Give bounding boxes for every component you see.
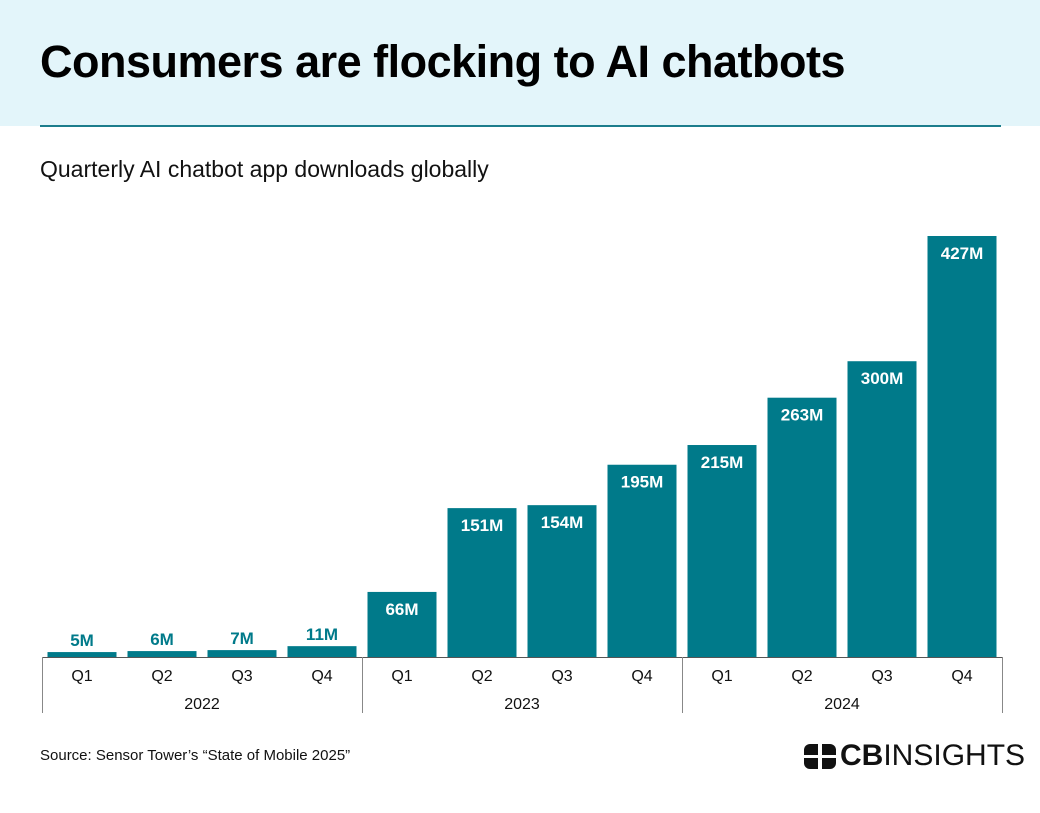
bar-data-label: 11M — [306, 625, 338, 644]
bar-data-label: 151M — [461, 516, 504, 535]
x-tick-label: Q2 — [791, 668, 812, 685]
chart-subtitle: Quarterly AI chatbot app downloads globa… — [40, 156, 489, 182]
bar-7 — [527, 505, 597, 657]
logo-text-bold: CB — [840, 739, 884, 772]
x-tick-label: Q4 — [631, 668, 652, 685]
x-tick-label: Q3 — [231, 668, 252, 685]
bar-11 — [847, 361, 917, 657]
header-band — [0, 0, 1040, 126]
bar-1 — [47, 652, 117, 657]
cbinsights-logo-icon — [804, 743, 836, 769]
logo-text-light: INSIGHTS — [883, 739, 1026, 772]
bar-5 — [367, 591, 437, 657]
x-tick-label: Q1 — [391, 668, 412, 685]
bar-8 — [607, 464, 677, 657]
cbinsights-logo: CBINSIGHTS — [804, 740, 1025, 772]
x-tick-label: Q3 — [551, 668, 572, 685]
bar-data-label: 5M — [70, 631, 94, 650]
bar-data-label: 195M — [621, 473, 664, 492]
title-divider — [40, 125, 1001, 127]
bar-chart: 5M 6M 7M 11M 66M 151M 154M 195M 215M 263M 300M 427M… — [42, 236, 1003, 713]
cbinsights-logo-text: CBINSIGHTS — [840, 740, 1025, 772]
bar-data-label: 6M — [150, 630, 174, 649]
x-tick-label: Q1 — [711, 668, 732, 685]
page-title: Consumers are flocking to AI chatbots — [40, 36, 845, 87]
bar-9 — [687, 445, 757, 657]
bar-6 — [447, 508, 517, 657]
x-axis: Q1 Q2 Q3 Q4 Q1 Q2 Q3 Q4 Q1 Q2 Q3 Q4 2022 2023 2024 — [42, 657, 1003, 713]
bars-layer — [47, 236, 997, 657]
data-labels-layer: 5M 6M 7M 11M 66M 151M 154M 195M 215M 263M 300M 427M — [70, 244, 983, 650]
x-tick-label: Q2 — [471, 668, 492, 685]
x-tick-label: Q4 — [311, 668, 332, 685]
year-group-label: 2023 — [504, 696, 540, 713]
x-tick-label: Q1 — [71, 668, 92, 685]
bar-data-label: 154M — [541, 513, 584, 532]
year-group-label: 2024 — [824, 696, 860, 713]
bar-data-label: 66M — [385, 600, 418, 619]
x-tick-label: Q2 — [151, 668, 172, 685]
year-group-label: 2022 — [184, 696, 220, 713]
bar-data-label: 427M — [941, 244, 984, 263]
bar-12 — [927, 236, 997, 657]
x-tick-label: Q4 — [951, 668, 972, 685]
bar-data-label: 300M — [861, 369, 904, 388]
bar-data-label: 263M — [781, 406, 824, 425]
bar-3 — [207, 650, 277, 657]
bar-10 — [767, 397, 837, 657]
bar-data-label: 215M — [701, 453, 744, 472]
source-note: Source: Sensor Tower’s “State of Mobile … — [40, 747, 351, 764]
x-tick-label: Q3 — [871, 668, 892, 685]
bar-4 — [287, 646, 357, 657]
bar-2 — [127, 651, 197, 657]
bar-data-label: 7M — [230, 629, 254, 648]
